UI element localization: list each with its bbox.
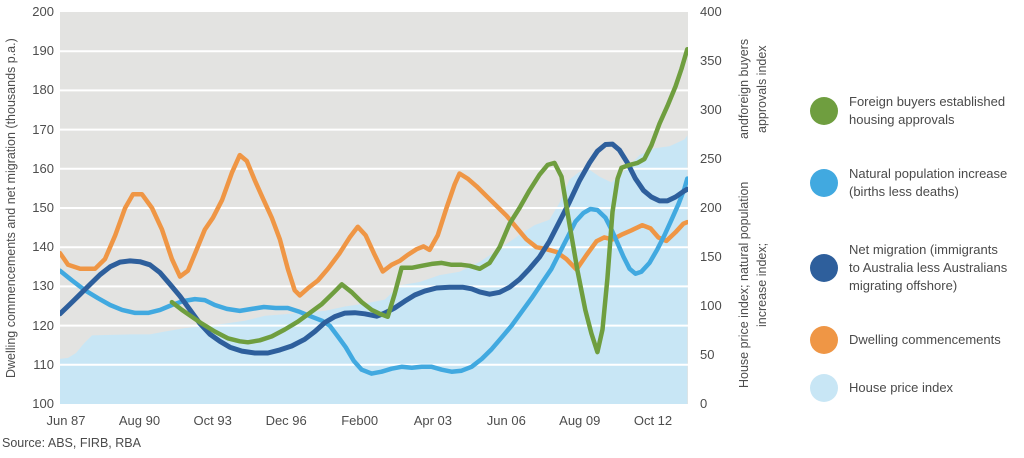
legend-item-dwelling-commencements: Dwelling commencements [810,326,1001,354]
x-axis-tick-jun-87: Jun 87 [46,413,86,428]
x-axis-tick-jun-06: Jun 06 [486,413,526,428]
legend-label-net-migration: Net migration (immigrants to Australia le… [849,241,1007,295]
left-axis-tick-110: 110 [33,356,54,372]
legend-label-line: Foreign buyers established [849,94,1006,109]
right-axis-tick-350: 350 [700,53,722,68]
legend: Foreign buyers established housing approv… [810,0,1024,458]
legend-item-house-price-index: House price index [810,374,953,402]
legend-label-line: Natural population increase [849,166,1008,181]
right-axis-tick-150: 150 [700,249,722,264]
x-axis-tick-oct-93: Oct 93 [193,413,232,428]
left-axis-tick-150: 150 [32,200,54,215]
legend-label-line: Dwelling commencements [849,332,1001,347]
legend-swatch-net-migration [810,254,838,282]
right-axis-tick-300: 300 [700,102,722,117]
legend-label-dwelling-commencements: Dwelling commencements [849,331,1001,349]
legend-label-line: to Australia less Australians [849,260,1008,275]
legend-item-natural-increase: Natural population increase (births less … [810,165,1007,201]
plot-canvas [60,12,688,404]
legend-label-line: (births less deaths) [849,184,959,199]
left-axis-tick-180: 180 [32,82,54,98]
legend-label-line: Net migration (immigrants [849,242,998,257]
left-axis-tick-140: 140 [32,239,54,255]
legend-item-net-migration: Net migration (immigrants to Australia le… [810,241,1007,295]
left-axis-tick-190: 190 [32,43,54,59]
x-axis-tick-aug-90: Aug 90 [118,413,161,428]
legend-label-natural-increase: Natural population increase (births less … [849,165,1007,201]
right-axis-tick-250: 250 [700,151,722,166]
legend-item-foreign-buyers: Foreign buyers established housing approv… [810,93,1005,129]
legend-label-line: migrating offshore) [849,278,958,293]
legend-label-line: House price index [849,380,954,395]
right-axis-tick-0: 0 [700,396,708,411]
right-axis-title-line2: andforeign buyers approvals index [737,39,769,140]
source-note: Source: ABS, FIRB, RBA [2,436,141,450]
legend-swatch-dwelling-commencements [810,326,838,354]
legend-label-line: housing approvals [849,112,955,127]
series-line-foreign-buyers [169,46,688,355]
series-line-natural-increase [60,176,688,376]
legend-swatch-natural-increase [810,169,838,197]
legend-swatch-house-price-index [810,374,838,402]
x-axis-tick-aug-09: Aug 09 [559,413,601,428]
x-axis-tick-apr-03: Apr 03 [413,413,453,428]
left-axis-tick-130: 130 [32,278,54,294]
series-line-dwelling-commencements [60,152,688,298]
right-axis-title: House price index; natural population in… [733,12,773,404]
legend-swatch-foreign-buyers [810,97,838,125]
x-axis-tick-oct-12: Oct 12 [633,413,673,428]
left-axis-tick-200: 200 [32,4,54,19]
x-axis-tick-feb00: Feb00 [341,413,379,428]
left-axis-tick-170: 170 [32,121,54,137]
right-axis-title-line1: House price index; natural population in… [737,182,769,389]
right-axis-tick-200: 200 [700,200,722,215]
right-axis-tick-50: 50 [700,347,715,362]
right-axis-tick-400: 400 [700,4,722,19]
series-line-net-migration [60,141,688,356]
left-axis-tick-160: 160 [32,160,54,176]
right-axis-tick-100: 100 [700,298,722,313]
legend-label-house-price-index: House price index [849,379,953,397]
left-axis-tick-100: 100 [32,396,54,411]
legend-label-foreign-buyers: Foreign buyers established housing approv… [849,93,1005,129]
left-axis-tick-120: 120 [32,317,54,333]
x-axis-tick-dec-96: Dec 96 [265,413,307,428]
